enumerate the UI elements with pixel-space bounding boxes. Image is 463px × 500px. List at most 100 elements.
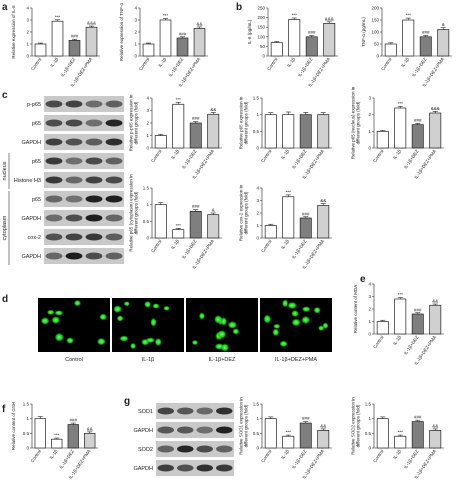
x-tick-label: Control [30,57,42,72]
cell [287,301,298,310]
blot-band [105,176,123,184]
y-axis-label: Relative SOD1 expression in [239,397,244,455]
blot-band [177,445,194,453]
cell [123,301,130,307]
cell [150,317,157,327]
y-tick-label: 0 [26,54,29,59]
x-tick-label: IL-1β [170,238,180,250]
x-tick-label: IL-1β [400,56,410,68]
y-tick-label: 4 [368,282,371,287]
cell [220,317,228,326]
bar [419,36,432,57]
x-tick-label: IL-1β+DEZ [403,149,420,170]
blot-strip [44,115,124,131]
blot-band [105,157,123,165]
bar [207,214,220,239]
bar [159,19,172,57]
bar [429,112,442,149]
y-tick-label: 2 [26,30,29,35]
x-tick-label: Control [138,57,150,72]
blot-band [45,100,63,108]
group-label: nucleus [2,161,8,180]
y-tick-label: 1 [368,319,371,324]
cell [227,321,238,329]
cell [313,306,321,314]
image-label: IL-1β [142,357,155,363]
x-tick-label: Control [372,449,384,464]
y-axis-label: different groups (fold) [244,101,249,144]
blot-band [65,138,83,146]
bar [34,418,46,449]
significance-label: *** [54,433,60,438]
blot-band [157,407,174,415]
significance-label: *** [286,430,292,435]
y-tick-label: 1 [256,416,259,421]
y-axis-label: different groups (fold) [244,191,249,234]
blot-strip [44,134,124,150]
y-axis-label: Relative expression of IL-6 [11,5,16,59]
x-tick-label: IL-1β+DEZ [411,57,428,78]
cell [273,323,281,329]
blot-band [105,100,123,108]
y-tick-label: 0 [368,332,371,337]
bar [282,196,295,239]
blot-band [45,138,63,146]
bar [154,135,167,149]
bar [317,430,330,449]
y-tick-label: 1.5 [365,402,372,407]
cell [51,316,61,325]
blot-label: p65 [32,197,41,203]
bar [394,107,407,149]
x-tick-label: Control [30,449,42,464]
y-tick-label: 4 [134,6,137,11]
blot-band [45,214,63,222]
significance-label: && [210,107,216,112]
bar [437,29,450,57]
blot-band [65,214,83,222]
y-tick-label: 1.5 [143,186,150,191]
significance-label: && [432,423,438,428]
cell [232,328,240,335]
bar [429,304,442,335]
y-tick-label: 0.5 [365,431,372,436]
significance-label: *** [163,13,169,18]
blot-band [65,195,83,203]
bar [402,19,415,57]
bar [394,298,407,335]
bar [429,430,442,449]
blot-band [85,138,103,146]
blot-band [45,233,63,241]
x-tick-label: Control [150,239,162,254]
bar [305,36,318,57]
blot-label: GAPDH [21,216,41,222]
y-tick-label: 0 [368,446,371,451]
blot-label: GAPDH [133,428,153,434]
blot-strip [44,96,124,112]
significance-label: *** [398,101,404,106]
cell [116,315,124,322]
y-axis-label: different groups (fold) [356,404,361,447]
bar [323,23,336,57]
y-tick-label: 0.5 [143,219,150,224]
significance-label: ### [414,307,422,312]
y-tick-label: 3 [134,18,137,23]
x-tick-label: IL-1β+DEZ [181,149,198,170]
y-tick-label: 50 [374,42,380,47]
panel-letter: b [236,2,242,13]
significance-label: ### [414,415,422,420]
x-tick-label: IL-1β+DEZ [60,57,77,78]
blot-strip [44,210,124,226]
x-tick-label: IL-1β+DEZ [291,239,308,260]
bar [384,43,397,57]
y-tick-label: 0 [256,236,259,241]
bar [34,43,47,57]
blot-strip [44,172,124,188]
blot-band [177,407,194,415]
x-tick-label: IL-1β+DEZ [403,449,420,470]
cell [113,305,122,313]
x-tick-label: IL-1β+DEZ [58,449,75,470]
y-axis-label: Relative p65 (nucleus) expression in [351,86,356,159]
bar [411,313,424,335]
cell [40,317,50,325]
y-tick-label: 4 [26,6,29,11]
